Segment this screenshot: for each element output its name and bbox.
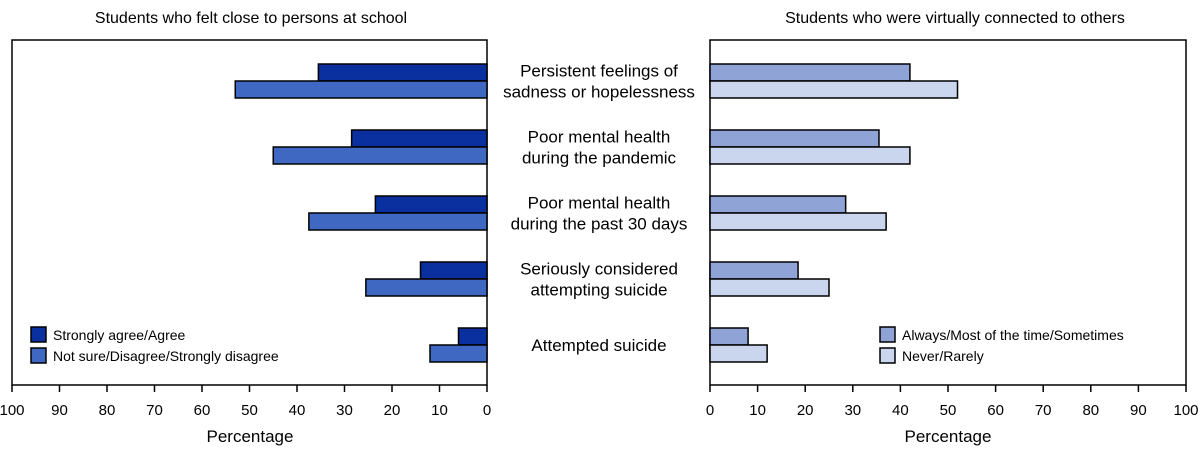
left-bar-series2 — [308, 212, 488, 231]
right-x-tick-label: 100 — [1173, 402, 1198, 419]
category-label: Poor mental health during the pandemic — [522, 128, 677, 168]
left-bar-series2 — [234, 80, 488, 99]
left-bar-series2 — [272, 146, 488, 165]
right-bar-series1 — [709, 129, 880, 148]
legend-label-strongly-agree: Strongly agree/Agree — [53, 327, 186, 343]
left-x-tick-label: 0 — [483, 402, 491, 419]
right-x-axis-label: Percentage — [905, 427, 992, 446]
left-x-ticks: 100 90 80 70 60 50 40 30 20 10 0 — [0, 385, 491, 419]
left-panel-title: Students who felt close to persons at sc… — [95, 10, 407, 27]
left-bars — [234, 63, 488, 363]
left-x-tick-label: 10 — [431, 402, 448, 419]
left-x-tick-label: 80 — [99, 402, 116, 419]
right-bars — [709, 63, 959, 363]
right-panel-title: Students who were virtually connected to… — [785, 10, 1125, 27]
right-x-tick-label: 30 — [844, 402, 861, 419]
category-label: Poor mental health during the past 30 day… — [511, 194, 688, 234]
category-label: Persistent feelings of sadness or hopeles… — [503, 62, 695, 102]
left-x-tick-label: 70 — [146, 402, 163, 419]
left-bar-series2 — [365, 278, 488, 297]
category-label-line: Seriously considered — [520, 260, 678, 279]
right-bar-series2 — [709, 80, 959, 99]
right-bar-series1 — [709, 261, 799, 280]
left-x-tick-label: 30 — [336, 402, 353, 419]
category-label-line: Attempted suicide — [531, 336, 666, 355]
left-bar-series2 — [429, 344, 488, 363]
right-x-tick-label: 20 — [797, 402, 814, 419]
category-label-line: attempting suicide — [530, 281, 667, 300]
right-x-tick-label: 70 — [1035, 402, 1052, 419]
legend-swatch-never — [879, 347, 896, 364]
legend-swatch-always — [879, 326, 896, 343]
right-x-tick-label: 50 — [940, 402, 957, 419]
left-bar-series1 — [457, 327, 488, 346]
right-x-tick-label: 40 — [892, 402, 909, 419]
right-bar-series1 — [709, 327, 749, 346]
legend-label-not-sure: Not sure/Disagree/Strongly disagree — [53, 348, 279, 364]
right-bar-series2 — [709, 212, 887, 231]
right-x-tick-label: 80 — [1082, 402, 1099, 419]
left-legend: Strongly agree/Agree Not sure/Disagree/S… — [30, 326, 279, 364]
category-label: Attempted suicide — [531, 336, 666, 355]
category-label-line: Poor mental health — [528, 194, 671, 213]
left-bar-series1 — [350, 129, 488, 148]
category-label-line: Poor mental health — [528, 128, 671, 147]
left-x-axis-label: Percentage — [207, 427, 294, 446]
left-x-tick-label: 40 — [289, 402, 306, 419]
right-x-tick-label: 60 — [987, 402, 1004, 419]
legend-swatch-not-sure — [30, 347, 47, 364]
legend-label-always: Always/Most of the time/Sometimes — [902, 327, 1124, 343]
right-legend: Always/Most of the time/Sometimes Never/… — [879, 326, 1124, 364]
left-x-tick-label: 60 — [194, 402, 211, 419]
category-label-line: during the past 30 days — [511, 215, 688, 234]
right-x-ticks: 0 10 20 30 40 50 60 70 80 90 100 — [706, 385, 1199, 419]
right-bar-series1 — [709, 63, 911, 82]
right-bar-series2 — [709, 146, 911, 165]
left-x-tick-label: 50 — [241, 402, 258, 419]
left-bar-series1 — [317, 63, 488, 82]
category-label-line: Persistent feelings of — [520, 62, 678, 81]
category-label-line: during the pandemic — [522, 149, 677, 168]
right-bar-series1 — [709, 195, 847, 214]
legend-label-never: Never/Rarely — [902, 348, 984, 364]
category-label: Seriously considered attempting suicide — [520, 260, 678, 300]
left-bar-series1 — [374, 195, 488, 214]
category-label-line: sadness or hopelessness — [503, 83, 695, 102]
right-bar-series2 — [709, 344, 768, 363]
left-x-tick-label: 90 — [51, 402, 68, 419]
category-labels: Persistent feelings of sadness or hopeles… — [503, 62, 695, 356]
left-bar-series1 — [419, 261, 488, 280]
right-x-tick-label: 10 — [749, 402, 766, 419]
right-x-tick-label: 0 — [706, 402, 714, 419]
legend-swatch-strongly-agree — [30, 326, 47, 343]
right-bar-series2 — [709, 278, 830, 297]
right-x-tick-label: 90 — [1130, 402, 1147, 419]
left-x-tick-label: 100 — [0, 402, 25, 419]
left-x-tick-label: 20 — [384, 402, 401, 419]
